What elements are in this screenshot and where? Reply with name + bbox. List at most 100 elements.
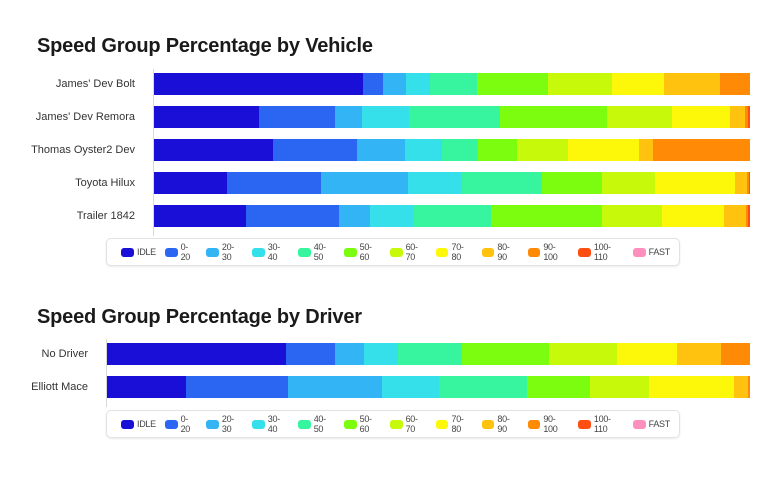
stacked-bar[interactable] [154, 73, 750, 95]
legend-item[interactable]: 50-60 [343, 414, 381, 434]
stacked-bar[interactable] [154, 205, 750, 227]
legend-item[interactable]: 40-50 [297, 242, 335, 262]
legend-item[interactable]: 70-80 [435, 242, 473, 262]
legend-item[interactable]: 80-90 [481, 414, 519, 434]
bar-segment-90-100[interactable] [746, 205, 749, 227]
bar-segment-30-40[interactable] [406, 73, 430, 95]
legend-item[interactable]: 50-60 [343, 242, 381, 262]
bar-segment-20-30[interactable] [338, 205, 370, 227]
bar-segment-idle[interactable] [154, 205, 246, 227]
bar-segment-20-30[interactable] [288, 376, 382, 398]
stacked-bar[interactable] [154, 172, 750, 194]
bar-segment-70-80[interactable] [655, 172, 736, 194]
bar-segment-40-50[interactable] [460, 172, 542, 194]
bar-segment-90-100[interactable] [720, 343, 750, 365]
bar-segment-idle[interactable] [154, 172, 227, 194]
bar-segment-80-90[interactable] [724, 205, 747, 227]
legend-item[interactable]: 20-30 [206, 242, 243, 262]
bar-segment-60-70[interactable] [547, 73, 613, 95]
bar-segment-80-90[interactable] [730, 106, 746, 128]
bar-segment-0-20[interactable] [259, 106, 336, 128]
bar-segment-40-50[interactable] [438, 376, 527, 398]
bar-segment-30-40[interactable] [363, 343, 398, 365]
bar-segment-idle[interactable] [154, 73, 363, 95]
bar-segment-0-20[interactable] [362, 73, 384, 95]
bar-segment-idle[interactable] [107, 343, 286, 365]
legend-item[interactable]: 40-50 [297, 414, 335, 434]
stacked-bar[interactable] [107, 376, 750, 398]
legend-item[interactable]: 70-80 [435, 414, 473, 434]
bar-segment-50-60[interactable] [526, 376, 590, 398]
bar-segment-100-110[interactable] [748, 106, 750, 128]
bar-segment-80-90[interactable] [664, 73, 721, 95]
bar-segment-80-90[interactable] [677, 343, 721, 365]
legend-item[interactable]: IDLE [121, 247, 156, 257]
bar-segment-60-70[interactable] [602, 172, 656, 194]
legend-item[interactable]: 80-90 [481, 242, 519, 262]
bar-segment-60-70[interactable] [589, 376, 649, 398]
bar-segment-50-60[interactable] [476, 73, 548, 95]
bar-segment-0-20[interactable] [245, 205, 339, 227]
bar-segment-idle[interactable] [107, 376, 187, 398]
bar-segment-60-70[interactable] [549, 343, 618, 365]
bar-segment-70-80[interactable] [612, 73, 665, 95]
stacked-bar[interactable] [154, 106, 750, 128]
stacked-bar[interactable] [154, 139, 750, 161]
bar-segment-30-40[interactable] [407, 172, 461, 194]
bar-segment-50-60[interactable] [541, 172, 603, 194]
bar-segment-40-50[interactable] [397, 343, 463, 365]
legend-item[interactable]: 20-30 [206, 414, 243, 434]
bar-segment-0-20[interactable] [186, 376, 289, 398]
bar-segment-0-20[interactable] [285, 343, 335, 365]
bar-segment-0-20[interactable] [226, 172, 321, 194]
bar-segment-20-30[interactable] [320, 172, 408, 194]
legend-item[interactable]: 90-100 [527, 242, 570, 262]
bar-segment-20-30[interactable] [334, 343, 364, 365]
bar-segment-100-110[interactable] [748, 205, 750, 227]
legend-item[interactable]: IDLE [121, 419, 156, 429]
bar-segment-40-50[interactable] [429, 73, 477, 95]
bar-segment-50-60[interactable] [490, 205, 602, 227]
bar-segment-50-60[interactable] [500, 106, 608, 128]
bar-segment-70-80[interactable] [662, 205, 725, 227]
legend-item[interactable]: 60-70 [389, 414, 427, 434]
bar-segment-80-90[interactable] [639, 139, 653, 161]
bar-segment-100-110[interactable] [748, 172, 750, 194]
bar-segment-70-80[interactable] [568, 139, 640, 161]
bar-segment-90-100[interactable] [745, 106, 749, 128]
bar-segment-idle[interactable] [154, 139, 274, 161]
bar-segment-20-30[interactable] [335, 106, 362, 128]
bar-segment-30-40[interactable] [369, 205, 413, 227]
bar-segment-40-50[interactable] [412, 205, 491, 227]
bar-segment-70-80[interactable] [648, 376, 734, 398]
bar-segment-30-40[interactable] [405, 139, 443, 161]
bar-segment-60-70[interactable] [607, 106, 673, 128]
bar-segment-90-100[interactable] [748, 376, 750, 398]
bar-segment-20-30[interactable] [357, 139, 406, 161]
bar-segment-40-50[interactable] [442, 139, 479, 161]
legend-item[interactable]: 0-20 [164, 414, 197, 434]
bar-segment-70-80[interactable] [617, 343, 678, 365]
bar-segment-70-80[interactable] [672, 106, 731, 128]
bar-segment-50-60[interactable] [462, 343, 550, 365]
legend-item[interactable]: 0-20 [164, 242, 197, 262]
bar-segment-80-90[interactable] [733, 376, 748, 398]
legend-item[interactable]: 60-70 [389, 242, 427, 262]
legend-item[interactable]: 100-110 [578, 414, 624, 434]
bar-segment-40-50[interactable] [408, 106, 500, 128]
legend-item[interactable]: 30-40 [252, 414, 289, 434]
bar-segment-30-40[interactable] [381, 376, 439, 398]
bar-segment-0-20[interactable] [273, 139, 358, 161]
bar-segment-60-70[interactable] [601, 205, 663, 227]
bar-segment-90-100[interactable] [746, 172, 749, 194]
bar-segment-60-70[interactable] [516, 139, 569, 161]
legend-item[interactable]: 90-100 [527, 414, 570, 434]
legend-item[interactable]: 30-40 [252, 242, 289, 262]
bar-segment-50-60[interactable] [478, 139, 517, 161]
stacked-bar[interactable] [107, 343, 750, 365]
bar-segment-90-100[interactable] [652, 139, 750, 161]
bar-segment-80-90[interactable] [735, 172, 747, 194]
bar-segment-idle[interactable] [154, 106, 259, 128]
bar-segment-20-30[interactable] [383, 73, 407, 95]
legend-item[interactable]: FAST [632, 247, 670, 257]
